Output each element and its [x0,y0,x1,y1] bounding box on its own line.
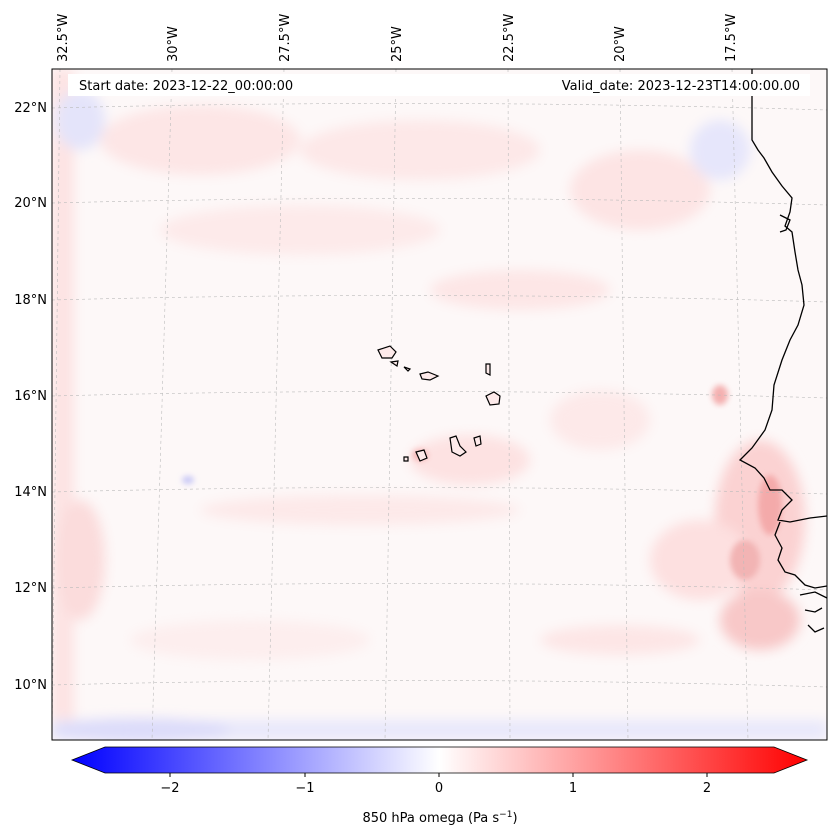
lon-label-22.5w: 22.5°W [502,14,517,62]
lon-label-17.5w: 17.5°W [724,14,739,62]
colorbar-body [70,746,809,774]
lon-label-30w: 30°W [166,26,181,62]
cape-verde-islands [377,345,501,462]
longitude-labels: 32.5°W 30°W 27.5°W 25°W 22.5°W 20°W 17.5… [56,14,739,62]
colorbar-tick-1: 1 [569,781,577,796]
colorbar-tick-2: 2 [703,781,711,796]
lat-label-22n: 22°N [14,101,47,116]
lon-label-27.5w: 27.5°W [278,14,293,62]
omega-field-contours [52,69,827,740]
lon-label-32.5w: 32.5°W [56,14,71,62]
lat-label-18n: 18°N [14,293,47,308]
colorbar-tick-0: 0 [435,781,443,796]
lon-label-25w: 25°W [390,26,405,62]
header-banner [68,74,810,96]
colorbar-ticks [169,773,708,777]
map-panel [52,69,827,740]
lon-label-20w: 20°W [613,26,628,62]
lat-label-12n: 12°N [14,581,47,596]
latitude-labels: 22°N 20°N 18°N 16°N 14°N 12°N 10°N [14,101,47,693]
colorbar-tick-minus2: −2 [160,781,179,796]
colorbar-tick-minus1: −1 [295,781,314,796]
coastline [738,69,827,633]
lat-label-10n: 10°N [14,678,47,693]
lat-label-20n: 20°N [14,196,47,211]
lat-label-14n: 14°N [14,485,47,500]
start-date-label: Start date: 2023-12-22_00:00:00 [79,79,293,94]
map-frame [51,68,828,741]
gridlines [52,69,827,740]
colorbar: −2 −1 0 1 2 850 hPa omega (Pa s−1) [70,746,809,826]
colorbar-label: 850 hPa omega (Pa s−1) [362,810,517,826]
valid-date-label: Valid_date: 2023-12-23T14:00:00.00 [562,79,800,94]
lat-label-16n: 16°N [14,389,47,404]
